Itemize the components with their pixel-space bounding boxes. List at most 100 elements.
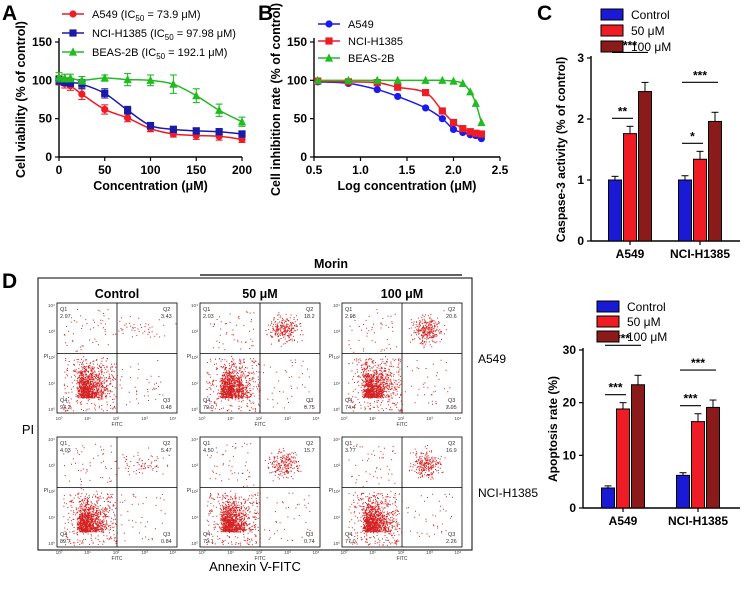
- quadrant-label-q1: Q1: [60, 307, 67, 313]
- x-tick-label: 0.5: [306, 163, 323, 177]
- x-mini-tick-label: 10²: [256, 550, 263, 555]
- legend-subscript: 50: [165, 33, 174, 42]
- event-dots: [348, 308, 451, 412]
- flow-grid-frame: [37, 277, 473, 551]
- bar-a549-2: [631, 384, 645, 509]
- x-mini-tick-label: 10⁴: [455, 416, 462, 421]
- quadrant-value-q1: 2.03: [203, 314, 214, 320]
- quadrant-value-q1: 2.98: [345, 314, 356, 320]
- quadrant-value-q3: 0.75: [304, 405, 315, 411]
- y-mini-tick-label: 10⁴: [48, 303, 55, 308]
- y-tick-label: 1: [577, 173, 584, 187]
- bar-a549-1: [623, 133, 637, 242]
- quadrant-value-q3: 0.74: [304, 539, 315, 545]
- x-mini-tick-label: 10⁰: [199, 416, 206, 421]
- quadrant-label-q2: Q2: [448, 441, 455, 447]
- legend-label-2: 100 μM: [627, 330, 667, 344]
- y-tick-label: 100: [32, 73, 52, 87]
- quadrant-value-q3: 0.48: [161, 405, 172, 411]
- legend-subscript: 50: [156, 52, 165, 61]
- data-point: [100, 73, 109, 82]
- x-tick-label: 100: [140, 163, 160, 177]
- x-mini-tick-label: 10¹: [84, 550, 91, 555]
- legend-subscript: 50: [135, 14, 144, 23]
- y-tick-label: 3: [577, 51, 584, 65]
- y-axis-title: Caspase-3 activity (% of control): [554, 57, 568, 242]
- data-point: [101, 89, 109, 97]
- data-point: [77, 75, 86, 84]
- quadrant-value-q2: 16.9: [446, 448, 457, 454]
- y-mini-tick-label: 10¹: [191, 381, 198, 386]
- legend-suffix: = 97.98 μM): [174, 28, 236, 40]
- legend-swatch: [596, 300, 620, 313]
- y-axis-title: PI: [22, 422, 34, 437]
- data-point: [54, 72, 64, 81]
- x-mini-tick-label: 10¹: [227, 550, 234, 555]
- bar-nci-h1385-2: [708, 120, 722, 242]
- y-mini-tick-label: 10⁴: [191, 437, 198, 442]
- legend-marker: [324, 53, 334, 62]
- row-label-0: A549: [478, 352, 506, 366]
- chart-c-caspase: 0 1 2 3 Caspase-3 activity (% of control) A54…: [554, 8, 740, 261]
- series-beas-2b: [54, 72, 247, 127]
- x-mini-tick-label: 10⁴: [313, 550, 320, 555]
- quadrant-label-q4: Q4: [203, 532, 210, 538]
- significance-label: ***: [623, 38, 637, 52]
- data-point: [146, 121, 155, 130]
- legend-label-0: Control: [627, 300, 666, 314]
- x-mini-tick-label: 10⁴: [170, 416, 177, 421]
- x-mini-tick-label: 10⁰: [341, 550, 348, 555]
- bar-a549-0: [608, 179, 622, 242]
- data-point: [215, 105, 224, 114]
- treatment-title: Morin: [314, 257, 348, 271]
- y-tick-label: 30: [563, 343, 577, 357]
- quadrant-value-q3: 2.26: [446, 539, 457, 545]
- legend-label-2: 100 μM: [631, 40, 671, 54]
- column-title-0: Control: [95, 287, 139, 301]
- data-point: [237, 117, 247, 126]
- data-point: [449, 118, 458, 127]
- y-mini-tick-label: 10¹: [48, 515, 55, 520]
- quadrant-value-q2: 3.43: [161, 314, 172, 320]
- bar-nci-h1385-1: [693, 158, 707, 242]
- y-mini-tick-label: 10³: [48, 329, 55, 334]
- data-point: [477, 130, 485, 138]
- quadrant-label-q3: Q3: [163, 532, 170, 538]
- quadrant-value-q4: 89.7: [60, 539, 71, 545]
- x-mini-tick-label: 10³: [284, 416, 291, 421]
- series-beas-2b: [313, 75, 486, 127]
- y-mini-tick-label: 10²: [48, 489, 55, 494]
- data-point: [477, 117, 486, 127]
- chart-d-apoptosis: 0 10 20 30 Apoptosis rate (%) A549 NCI-H1385 **…: [546, 300, 740, 528]
- x-mini-tick-label: 10³: [141, 416, 148, 421]
- y-tick-label: 0: [45, 150, 52, 164]
- quadrant-value-q2: 20.6: [446, 314, 457, 320]
- y-mini-tick-label: 10¹: [333, 515, 340, 520]
- y-mini-tick-label: 10¹: [191, 515, 198, 520]
- legend-swatch: [596, 330, 620, 343]
- quadrant-value-q4: 77.0: [345, 539, 356, 545]
- category-label-nci-h1385: NCI-H1385: [668, 514, 728, 528]
- category-label-a549: A549: [616, 247, 645, 261]
- legend-swatch: [596, 315, 620, 328]
- quadrant-value-q1: 3.77: [345, 448, 356, 454]
- legend-label-nci-h1385: NCI-H1385 (IC50 = 97.98 μM): [92, 28, 236, 42]
- y-mini-tick-label: 10⁰: [48, 407, 55, 412]
- quadrant-label-q3: Q3: [448, 532, 455, 538]
- x-axis-title: Concentration (μM): [93, 179, 208, 193]
- y-mini-tick-label: 10⁰: [191, 541, 198, 546]
- legend-swatch: [600, 8, 624, 21]
- legend-swatch: [600, 24, 624, 37]
- x-tick-label: 2.5: [492, 163, 509, 177]
- quadrant-label-q3: Q3: [306, 532, 313, 538]
- x-tick-label: 50: [98, 163, 112, 177]
- column-title-1: 50 μM: [242, 287, 277, 301]
- y-mini-tick-label: 10⁴: [191, 303, 198, 308]
- panel-label-b: B: [258, 2, 273, 25]
- data-point: [438, 115, 446, 123]
- data-point: [169, 79, 178, 88]
- significance-label: ***: [616, 331, 630, 345]
- x-tick-label: 1.5: [399, 163, 416, 177]
